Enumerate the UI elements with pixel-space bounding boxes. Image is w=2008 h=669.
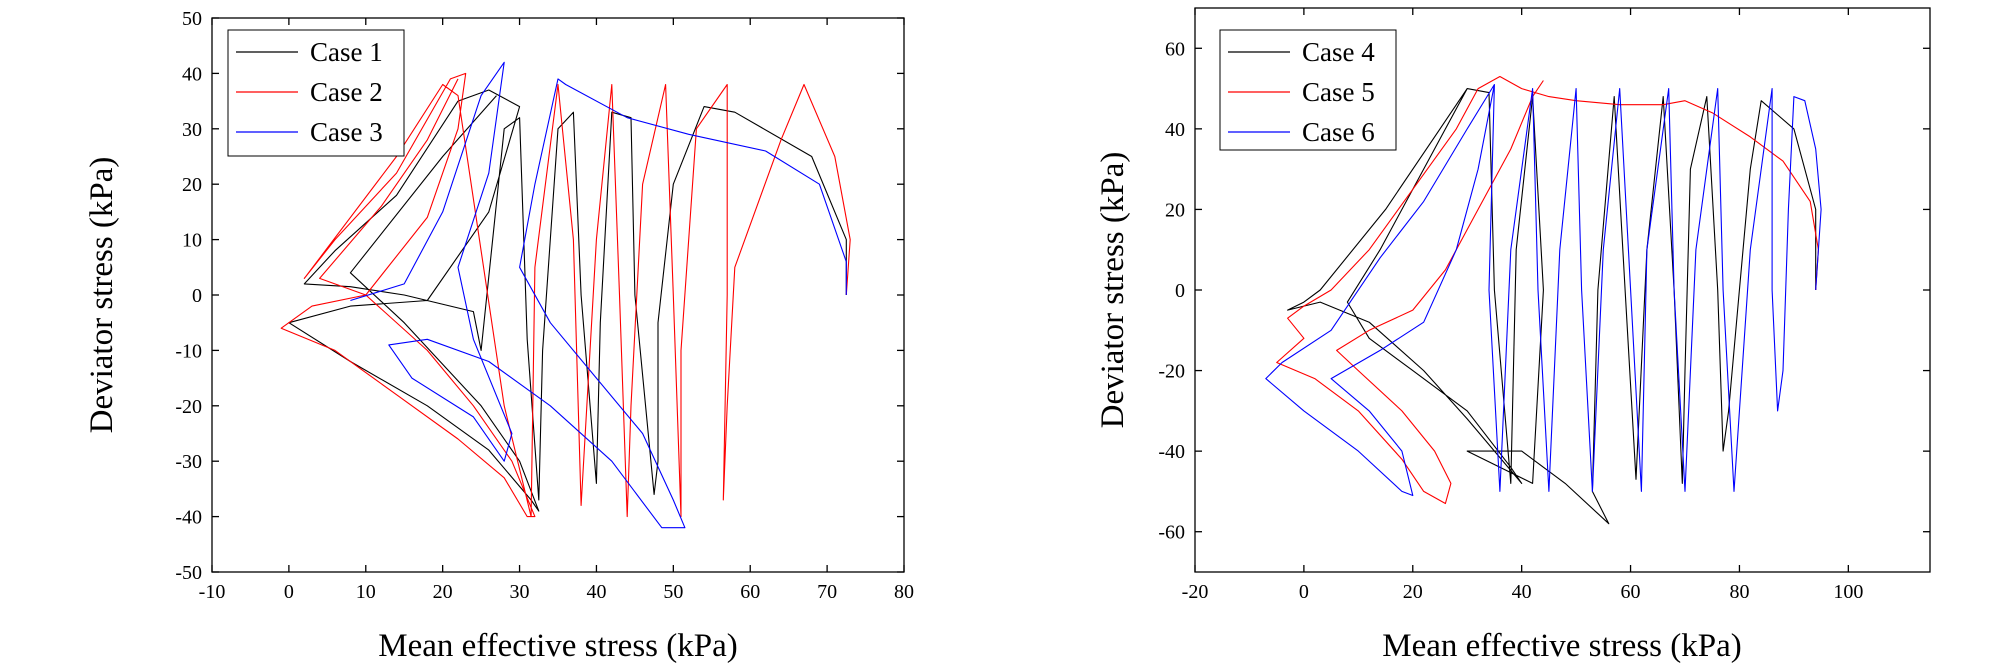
series-line-case-1: [288, 89, 847, 512]
x-tick-label: 70: [817, 581, 837, 603]
x-tick-label: 10: [356, 581, 376, 603]
y-tick-label: 0: [1175, 280, 1185, 302]
y-tick-label: 30: [182, 119, 202, 141]
series-group: [280, 61, 851, 529]
x-tick-label: 20: [433, 581, 453, 603]
y-tick-label: -40: [1158, 441, 1185, 463]
y-tick-label: -20: [1158, 361, 1185, 383]
x-tick-label: 80: [1729, 581, 1749, 603]
y-tick-label: 40: [182, 63, 202, 85]
legend-label: Case 5: [1302, 77, 1375, 107]
y-tick-label: 0: [192, 285, 202, 307]
y-tick-label: -10: [175, 340, 202, 362]
legend-box: [227, 29, 405, 157]
x-tick-label: -20: [1182, 581, 1209, 603]
x-tick-label: 50: [663, 581, 683, 603]
legend-label: Case 6: [1302, 117, 1375, 147]
legend-label: Case 4: [1302, 37, 1375, 67]
x-tick-label: 0: [284, 581, 294, 603]
x-tick-label: 60: [1621, 581, 1641, 603]
chart-panel-right: -20 0 20 40 60 80 100 -60 -40 -20 0 20 40 60 Mean effe…: [1095, 7, 1931, 664]
x-tick-label: -10: [199, 581, 226, 603]
y-tick-label: -30: [175, 451, 202, 473]
y-tick-label: 20: [1165, 199, 1185, 221]
series-line-case-3: [350, 61, 847, 529]
x-tick-label: 30: [510, 581, 530, 603]
series-group: [1265, 75, 1822, 525]
y-tick-label: 10: [182, 230, 202, 252]
legend: Case 4 Case 5 Case 6: [1219, 29, 1397, 151]
legend-label: Case 1: [310, 37, 383, 67]
x-tick-label: 20: [1403, 581, 1423, 603]
x-tick-label: 60: [740, 581, 760, 603]
x-tick-label: 40: [1512, 581, 1532, 603]
legend-label: Case 3: [310, 117, 383, 147]
x-axis-title: Mean effective stress (kPa): [378, 628, 738, 664]
y-tick-label: 20: [182, 174, 202, 196]
x-tick-label: 80: [894, 581, 914, 603]
y-tick-label: 40: [1165, 119, 1185, 141]
y-tick-label: -50: [175, 562, 202, 584]
y-tick-label: -20: [175, 396, 202, 418]
x-axis-title: Mean effective stress (kPa): [1382, 628, 1742, 664]
x-tick-label: 100: [1833, 581, 1863, 603]
series-line-case-5: [1276, 75, 1819, 505]
series-line-case-2: [280, 72, 851, 518]
y-axis-title: Deviator stress (kPa): [84, 157, 120, 434]
series-line-case-6: [1265, 83, 1822, 497]
y-tick-label: -60: [1158, 522, 1185, 544]
y-axis-title: Deviator stress (kPa): [1095, 152, 1131, 429]
chart-panel-left: -10 0 10 20 30 40 50 60 70 80 -50 -40 -30 -20 -10 0 10 20…: [84, 8, 914, 664]
x-tick-label: 40: [586, 581, 606, 603]
y-tick-label: 50: [182, 8, 202, 30]
y-tick-label: -40: [175, 507, 202, 529]
legend-label: Case 2: [310, 77, 383, 107]
legend: Case 1 Case 2 Case 3: [227, 29, 405, 157]
series-line-case-4: [1287, 88, 1817, 525]
x-tick-label: 0: [1299, 581, 1309, 603]
legend-box: [1219, 29, 1397, 151]
y-tick-label: 60: [1165, 38, 1185, 60]
